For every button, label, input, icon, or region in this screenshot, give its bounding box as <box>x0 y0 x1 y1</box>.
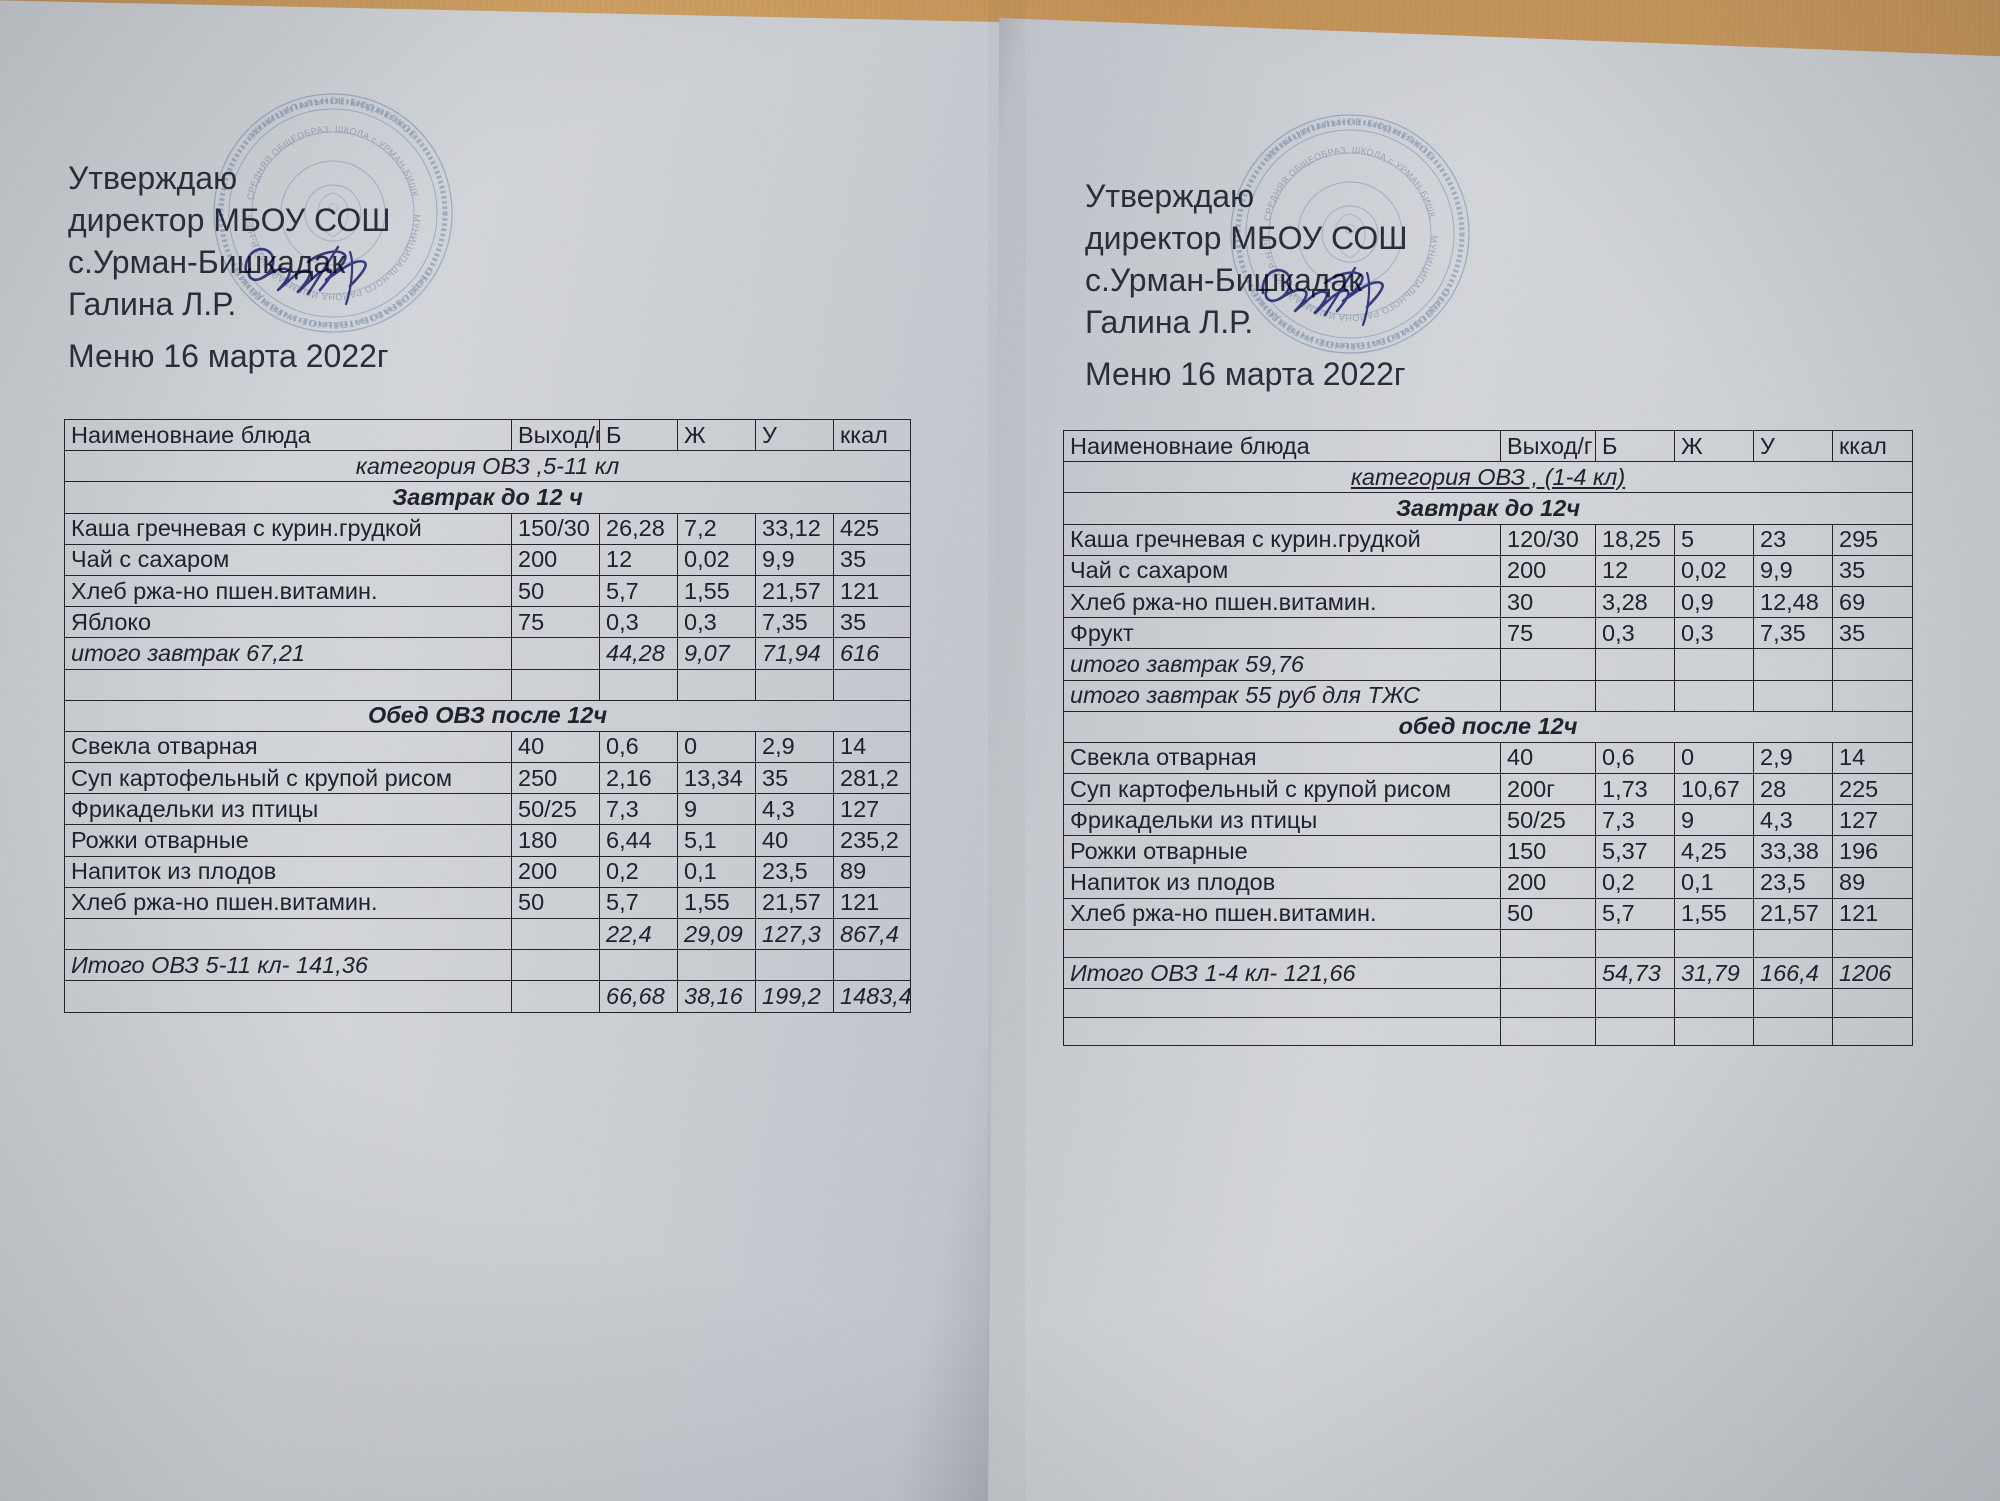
svg-text:МУНИЦИПАЛЬНОЕ БЮДЖЕТНОЕ: МУНИЦИПАЛЬНОЕ БЮДЖЕТНОЕ <box>247 96 419 142</box>
svg-text:СРЕДНЯЯ ОБЩЕОБРАЗ. ШКОЛА с.УРМ: СРЕДНЯЯ ОБЩЕОБРАЗ. ШКОЛА с.УРМАН-БИШК. <box>245 124 421 201</box>
svg-text:СРЕДНЯЯ ОБЩЕОБРАЗ. ШКОЛА с.УРМ: СРЕДНЯЯ ОБЩЕОБРАЗ. ШКОЛА с.УРМАН-БИШК. <box>1262 145 1438 222</box>
svg-text:МУНИЦИПАЛЬНОЕ БЮДЖЕТНОЕ: МУНИЦИПАЛЬНОЕ БЮДЖЕТНОЕ <box>1264 117 1436 163</box>
